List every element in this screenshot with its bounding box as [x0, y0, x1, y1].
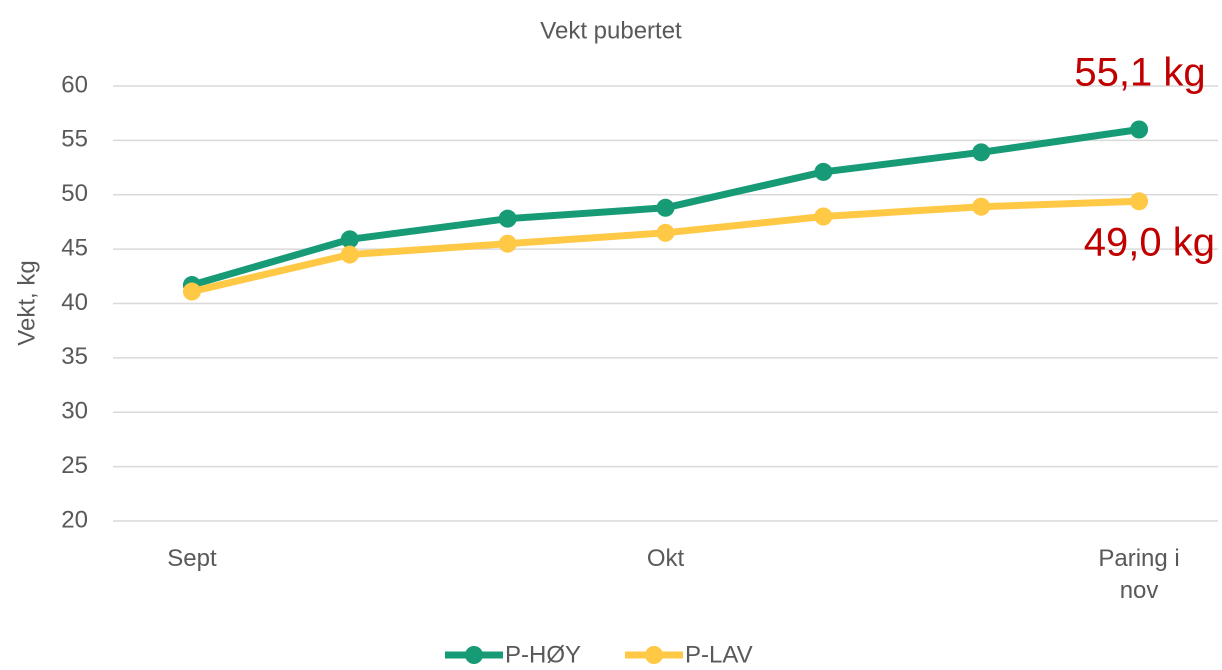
y-tick-label: 35: [61, 343, 88, 370]
data-point: [498, 209, 517, 228]
y-tick-label: 30: [61, 398, 88, 425]
legend-label: P-LAV: [685, 641, 753, 668]
y-tick-label: 55: [61, 126, 88, 153]
y-tick-label: 45: [61, 234, 88, 261]
y-axis-label: Vekt, kg: [13, 260, 40, 345]
y-tick-label: 50: [61, 180, 88, 207]
chart-title: Vekt pubertet: [540, 17, 682, 44]
x-tick-label: Okt: [646, 545, 685, 572]
data-point: [340, 245, 359, 264]
data-point: [814, 162, 833, 181]
data-point: [1130, 120, 1149, 139]
data-point: [972, 143, 991, 162]
y-tick-label: 25: [61, 452, 88, 479]
data-point: [1130, 192, 1149, 211]
data-point: [814, 207, 833, 226]
annotation: 49,0 kg: [1084, 221, 1215, 265]
data-point: [656, 198, 675, 217]
y-tick-label: 60: [61, 71, 88, 98]
data-point: [656, 223, 675, 242]
x-tick-label: Sept: [167, 545, 217, 572]
legend-marker: [645, 646, 663, 664]
y-tick-label: 40: [61, 289, 88, 316]
y-tick-label: 20: [61, 506, 88, 533]
legend-label: P-HØY: [505, 641, 581, 668]
legend-marker: [465, 646, 483, 664]
x-tick-label: Paring i nov: [1098, 545, 1180, 604]
data-point: [972, 197, 991, 216]
data-point: [182, 282, 201, 301]
data-point: [498, 234, 517, 253]
data-point: [340, 230, 359, 249]
annotation: 55,1 kg: [1074, 51, 1205, 95]
